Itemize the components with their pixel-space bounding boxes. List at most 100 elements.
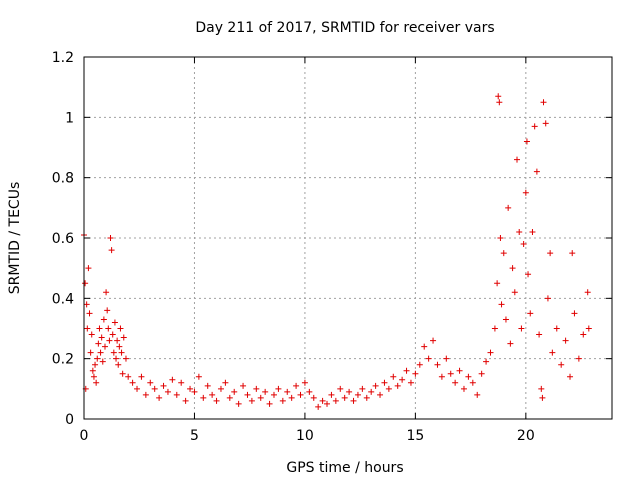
- data-point-marker: [540, 99, 547, 106]
- data-point-marker: [306, 388, 313, 395]
- data-point-marker: [509, 265, 516, 272]
- y-tick-label: 0.6: [52, 231, 74, 247]
- x-tick-label: 5: [190, 428, 199, 444]
- data-point-marker: [315, 403, 322, 410]
- data-point-marker: [120, 334, 127, 341]
- data-point-marker: [346, 388, 353, 395]
- data-point-marker: [533, 168, 540, 175]
- data-point-marker: [101, 343, 108, 350]
- data-point-marker: [213, 397, 220, 404]
- data-point-marker: [324, 400, 331, 407]
- data-point-marker: [86, 310, 93, 317]
- y-tick-label: 1: [65, 110, 74, 126]
- data-point-marker: [538, 385, 545, 392]
- data-point-marker: [421, 343, 428, 350]
- y-tick-label: 0: [65, 412, 74, 428]
- data-point-marker: [372, 382, 379, 389]
- data-point-marker: [83, 301, 90, 308]
- data-point-marker: [217, 385, 224, 392]
- data-point-marker: [487, 349, 494, 356]
- data-point-marker: [456, 367, 463, 374]
- data-point-marker: [507, 340, 514, 347]
- data-point-marker: [231, 388, 238, 395]
- data-point-marker: [160, 382, 167, 389]
- data-point-marker: [118, 349, 125, 356]
- data-point-marker: [226, 394, 233, 401]
- data-point-marker: [204, 382, 211, 389]
- data-point-marker: [90, 373, 97, 380]
- data-point-marker: [502, 316, 509, 323]
- data-point-marker: [425, 355, 432, 362]
- data-point-marker: [575, 355, 582, 362]
- data-point-marker: [103, 289, 110, 296]
- data-point-marker: [516, 228, 523, 235]
- data-point-marker: [107, 235, 114, 241]
- data-point-marker: [430, 337, 437, 344]
- data-point-marker: [105, 325, 112, 332]
- data-point-marker: [117, 325, 124, 332]
- data-point-marker: [301, 379, 308, 386]
- data-point-marker: [498, 301, 505, 308]
- data-point-marker: [122, 355, 129, 362]
- data-point-marker: [341, 394, 348, 401]
- data-point-marker: [156, 394, 163, 401]
- data-point-marker: [151, 385, 158, 392]
- axis-ticks: 0 5 10 15 20 0 0.2 0.4 0.6 0.8 1 1.2: [52, 50, 612, 444]
- data-point-marker: [377, 391, 384, 398]
- data-point-marker: [469, 379, 476, 386]
- data-point-marker: [549, 349, 556, 356]
- data-point-marker: [284, 388, 291, 395]
- data-point-marker: [93, 379, 100, 386]
- data-point-marker: [518, 325, 525, 332]
- data-point-marker: [89, 367, 96, 374]
- data-point-marker: [248, 397, 255, 404]
- data-point-marker: [522, 189, 529, 196]
- data-point-marker: [553, 325, 560, 332]
- data-point-marker: [562, 337, 569, 344]
- data-point-marker: [547, 250, 554, 257]
- y-tick-label: 0.8: [52, 171, 74, 187]
- data-point-marker: [134, 385, 141, 392]
- data-point-marker: [491, 325, 498, 332]
- data-point-marker: [125, 373, 132, 380]
- data-point-marker: [87, 349, 94, 356]
- data-point-marker: [257, 394, 264, 401]
- data-point-marker: [97, 349, 104, 356]
- data-point-marker: [381, 379, 388, 386]
- data-point-marker: [531, 123, 538, 130]
- x-tick-label: 20: [517, 428, 535, 444]
- data-point-marker: [483, 358, 490, 365]
- data-point-marker: [95, 340, 102, 347]
- data-point-marker: [142, 391, 149, 398]
- data-point-marker: [542, 120, 549, 127]
- data-points: [81, 93, 592, 410]
- data-point-marker: [200, 394, 207, 401]
- data-point-marker: [580, 331, 587, 338]
- data-point-marker: [403, 367, 410, 374]
- data-point-marker: [178, 379, 185, 386]
- data-point-marker: [514, 156, 521, 163]
- data-point-marker: [85, 265, 92, 272]
- data-point-marker: [412, 370, 419, 377]
- data-point-marker: [106, 337, 113, 344]
- data-point-marker: [147, 379, 154, 386]
- data-point-marker: [447, 370, 454, 377]
- y-axis-title: SRMTID / TECUs: [7, 182, 23, 295]
- data-point-marker: [288, 394, 295, 401]
- data-point-marker: [496, 99, 503, 106]
- data-point-marker: [407, 379, 414, 386]
- data-point-marker: [529, 228, 536, 235]
- data-point-marker: [293, 382, 300, 389]
- data-point-marker: [536, 331, 543, 338]
- data-point-marker: [99, 358, 106, 365]
- data-point-marker: [350, 397, 357, 404]
- data-point-marker: [460, 385, 467, 392]
- data-point-marker: [328, 391, 335, 398]
- data-point-marker: [567, 373, 574, 380]
- data-point-marker: [240, 382, 247, 389]
- data-point-marker: [84, 325, 91, 332]
- data-point-marker: [92, 361, 99, 368]
- data-point-marker: [523, 138, 530, 145]
